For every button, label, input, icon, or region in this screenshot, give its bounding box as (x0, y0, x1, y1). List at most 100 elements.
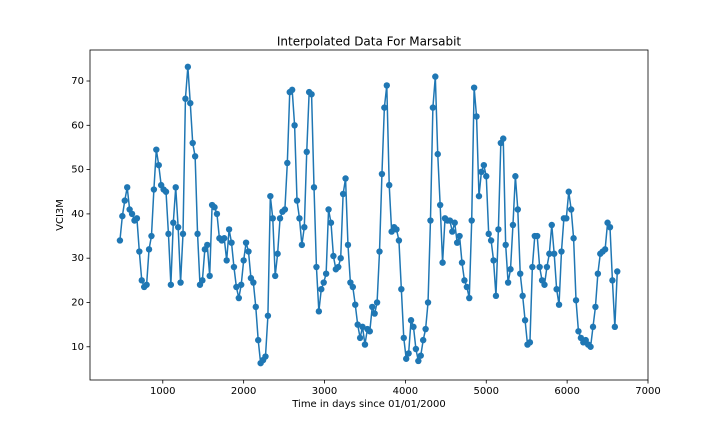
data-point (325, 206, 332, 213)
data-point (153, 146, 160, 153)
x-tick-label: 4000 (393, 386, 418, 397)
data-point (507, 266, 514, 273)
data-point (228, 239, 235, 246)
data-point (318, 285, 325, 293)
data-point (601, 246, 609, 253)
x-tick-label: 1000 (150, 386, 175, 397)
data-point (322, 270, 330, 277)
data-point (475, 192, 483, 200)
data-point (407, 317, 415, 324)
data-point (274, 250, 281, 257)
y-axis-label: VCI3M (55, 199, 66, 231)
data-point (453, 239, 461, 246)
data-point (187, 99, 194, 107)
data-point (517, 270, 524, 277)
data-point (170, 219, 177, 226)
data-point (206, 272, 213, 280)
data-point (570, 235, 577, 242)
data-point (240, 257, 247, 264)
data-point (563, 215, 570, 222)
data-point (242, 239, 250, 246)
data-point (211, 204, 218, 211)
data-point (150, 186, 158, 193)
data-point (546, 250, 553, 257)
plot-frame (89, 49, 649, 381)
data-point (359, 323, 366, 331)
data-point (558, 248, 565, 255)
data-point (315, 308, 323, 315)
data-point (536, 263, 543, 271)
data-point (373, 299, 381, 306)
data-point (262, 353, 269, 360)
data-point (594, 270, 602, 277)
data-point (611, 323, 619, 331)
data-point (310, 184, 318, 191)
data-point (383, 82, 390, 89)
data-point (555, 301, 563, 308)
data-point (177, 279, 184, 286)
data-point (480, 161, 488, 169)
data-point (184, 63, 192, 71)
data-point (427, 217, 434, 224)
data-point (371, 310, 378, 317)
data-point (352, 301, 359, 308)
data-point (361, 341, 369, 348)
data-point (344, 241, 352, 249)
data-point (235, 294, 242, 302)
data-point (293, 197, 301, 204)
data-point (271, 272, 279, 280)
data-point (308, 91, 315, 98)
data-point (199, 277, 206, 284)
data-point (495, 226, 502, 233)
y-tick-label: 50 (71, 165, 84, 176)
data-point (182, 95, 189, 102)
data-point (553, 285, 560, 293)
y-tick-label: 40 (71, 209, 84, 220)
data-point (136, 248, 143, 255)
y-tick-label: 10 (71, 342, 84, 353)
data-point (514, 206, 521, 213)
data-point (252, 303, 259, 311)
data-point (609, 277, 616, 284)
data-point (138, 277, 145, 284)
data-point (148, 232, 155, 240)
data-point (381, 104, 388, 111)
data-point (204, 241, 211, 249)
data-point (432, 73, 439, 80)
data-point (213, 210, 221, 218)
x-tick-label: 5000 (474, 386, 499, 397)
data-point (567, 206, 575, 213)
data-point (250, 279, 257, 286)
data-point (614, 268, 621, 275)
data-point (534, 232, 541, 240)
data-point (512, 173, 519, 180)
data-point (291, 122, 298, 129)
data-point (424, 299, 432, 306)
data-point (335, 263, 342, 271)
data-point (366, 328, 374, 335)
data-point (415, 357, 422, 365)
data-point (519, 292, 526, 300)
data-point (225, 226, 233, 233)
x-axis-label: Time in days since 01/01/2000 (291, 399, 446, 410)
data-point (155, 161, 162, 169)
data-point (541, 281, 548, 288)
data-line (119, 66, 619, 366)
data-point (276, 215, 284, 222)
data-point (461, 277, 468, 284)
data-point (320, 279, 327, 286)
y-tick-label: 60 (71, 120, 84, 131)
data-point (172, 184, 179, 191)
data-point (400, 334, 407, 342)
y-tick-label: 70 (71, 76, 84, 87)
data-point (395, 237, 403, 244)
data-point (264, 312, 272, 319)
data-point (412, 345, 420, 353)
y-tick-label: 20 (71, 297, 84, 308)
data-point (490, 257, 497, 264)
data-point (543, 263, 551, 271)
data-point (124, 184, 131, 191)
data-point (369, 303, 376, 311)
data-point (128, 210, 136, 218)
